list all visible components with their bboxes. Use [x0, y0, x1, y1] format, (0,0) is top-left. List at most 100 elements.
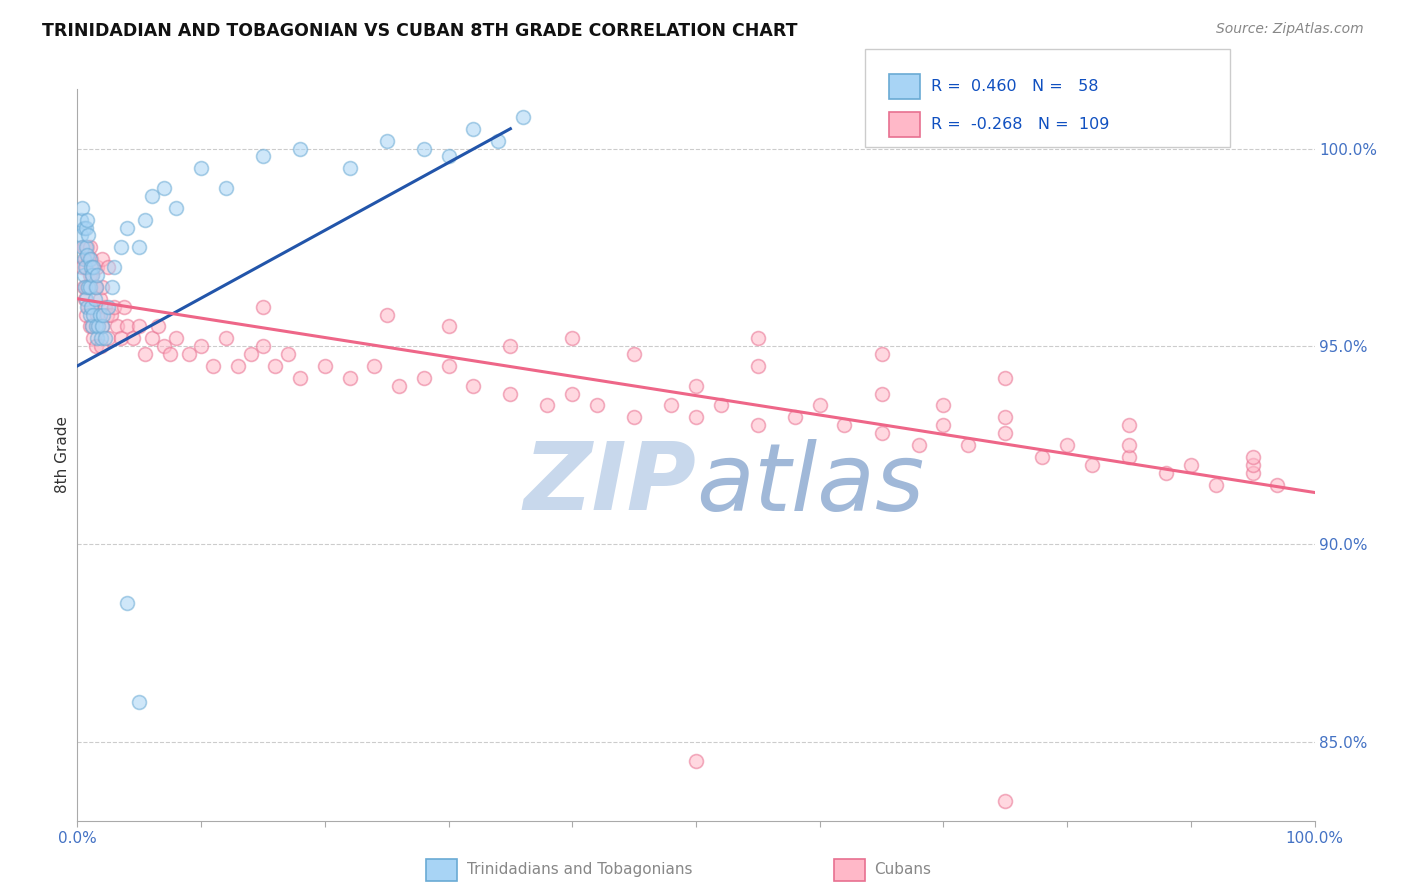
Point — [486, 134, 509, 148]
Point — [72, 260, 94, 274]
Point — [122, 331, 145, 345]
Point — [79, 308, 101, 322]
Point — [870, 386, 893, 401]
Point — [72, 240, 94, 254]
Point — [710, 399, 733, 413]
Point — [437, 359, 460, 373]
Point — [80, 300, 103, 314]
Y-axis label: 8th Grade: 8th Grade — [55, 417, 70, 493]
Point — [97, 331, 120, 345]
Point — [128, 319, 150, 334]
Point — [499, 339, 522, 353]
Point — [87, 319, 110, 334]
Point — [1031, 450, 1053, 464]
Point — [70, 228, 93, 243]
Point — [76, 212, 98, 227]
Point — [73, 292, 96, 306]
Point — [512, 110, 534, 124]
Point — [82, 319, 104, 334]
Point — [659, 399, 682, 413]
Point — [1267, 477, 1289, 491]
Point — [499, 386, 522, 401]
Point — [190, 339, 212, 353]
Point — [437, 149, 460, 163]
Point — [994, 794, 1017, 808]
Point — [375, 134, 398, 148]
Point — [141, 331, 163, 345]
Point — [907, 438, 929, 452]
Point — [277, 347, 299, 361]
Point — [115, 596, 138, 610]
Point — [90, 331, 112, 345]
Point — [105, 319, 128, 334]
Point — [76, 300, 98, 314]
Point — [86, 260, 108, 274]
Point — [75, 260, 97, 274]
Point — [110, 240, 132, 254]
Point — [83, 280, 105, 294]
Point — [128, 695, 150, 709]
Point — [82, 319, 104, 334]
Point — [1118, 450, 1140, 464]
Point — [339, 161, 361, 176]
Point — [91, 280, 114, 294]
Point — [264, 359, 287, 373]
Point — [252, 149, 274, 163]
Point — [89, 292, 111, 306]
Point — [93, 331, 115, 345]
Point — [73, 260, 96, 274]
Point — [1081, 458, 1104, 472]
Point — [82, 260, 104, 274]
Point — [72, 252, 94, 267]
Point — [110, 331, 132, 345]
Point — [1118, 418, 1140, 433]
Point — [80, 300, 103, 314]
Point — [623, 410, 645, 425]
Point — [463, 121, 485, 136]
Point — [72, 201, 94, 215]
Point — [79, 268, 101, 282]
Point — [89, 308, 111, 322]
Point — [84, 280, 107, 294]
Point — [994, 410, 1017, 425]
Point — [159, 347, 181, 361]
Point — [73, 252, 96, 267]
Text: R =  -0.268   N =  109: R = -0.268 N = 109 — [931, 118, 1109, 132]
Point — [463, 378, 485, 392]
Point — [134, 347, 156, 361]
Point — [79, 280, 101, 294]
Point — [561, 331, 583, 345]
Point — [870, 426, 893, 441]
Point — [77, 300, 100, 314]
Point — [536, 399, 558, 413]
Point — [870, 347, 893, 361]
Point — [994, 426, 1017, 441]
Point — [1241, 466, 1264, 480]
Point — [808, 399, 831, 413]
Point — [84, 339, 107, 353]
Point — [75, 220, 97, 235]
Point — [1241, 450, 1264, 464]
Point — [1180, 458, 1202, 472]
Point — [112, 300, 135, 314]
Point — [75, 308, 97, 322]
Point — [82, 308, 104, 322]
Point — [375, 308, 398, 322]
Point — [72, 268, 94, 282]
Point — [80, 252, 103, 267]
Point — [77, 280, 100, 294]
Point — [77, 252, 100, 267]
Point — [288, 141, 311, 155]
Point — [252, 339, 274, 353]
Point — [932, 418, 955, 433]
Point — [91, 252, 114, 267]
Point — [1241, 458, 1264, 472]
Point — [1154, 466, 1177, 480]
Point — [141, 189, 163, 203]
Point — [747, 418, 769, 433]
Point — [72, 220, 94, 235]
Point — [153, 339, 176, 353]
Point — [87, 319, 110, 334]
Text: ZIP: ZIP — [523, 438, 696, 530]
Point — [685, 755, 707, 769]
